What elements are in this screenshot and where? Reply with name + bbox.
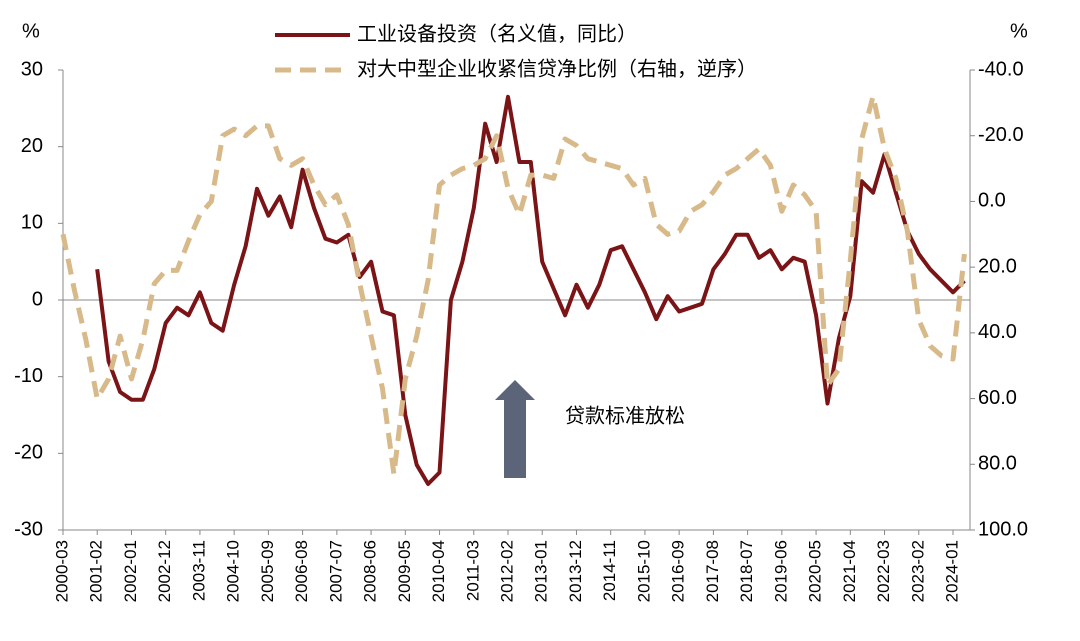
y2-tick-label: 60.0 [978, 387, 1017, 409]
x-tick-label: 2014-11 [600, 540, 619, 601]
legend-label: 工业设备投资（名义值，同比） [357, 22, 637, 45]
series-line [95, 94, 966, 486]
y2-tick-label: 0.0 [978, 190, 1006, 212]
annotation: 贷款标准放松 [565, 404, 685, 427]
y2-tick-label: 100.0 [978, 518, 1028, 540]
x-tick-label: 2005-09 [258, 540, 277, 602]
x-tick-label: 2002-01 [121, 540, 140, 602]
x-tick-label: 2001-02 [87, 540, 106, 602]
y-tick-label: 20 [21, 135, 43, 157]
y2-tick-label: 20.0 [978, 255, 1017, 277]
x-tick-label: 2022-03 [874, 540, 893, 602]
y-tick-label: -20 [14, 442, 43, 464]
y2-tick-label: 40.0 [978, 321, 1017, 343]
x-tick-label: 2016-09 [669, 540, 688, 602]
x-tick-label: 2013-01 [532, 540, 551, 602]
y2-unit: % [1010, 20, 1028, 42]
y2-tick-label: -20.0 [978, 124, 1024, 146]
x-tick-label: 2007-07 [326, 540, 345, 602]
x-tick-label: 2019-06 [771, 540, 790, 602]
x-tick-label: 2011-03 [463, 540, 482, 601]
x-tick-label: 2017-08 [703, 540, 722, 602]
x-tick-label: 2020-05 [806, 540, 825, 602]
x-tick-label: 2015-10 [634, 540, 653, 602]
series-line [60, 93, 967, 477]
x-tick-label: 2003-11 [189, 540, 208, 601]
x-tick-label: 2004-10 [224, 540, 243, 602]
y-tick-label: 10 [21, 212, 43, 234]
x-tick-label: 2009-05 [395, 540, 414, 602]
y-tick-label: 0 [32, 288, 43, 310]
x-tick-label: 2012-02 [497, 540, 516, 602]
y2-tick-label: 80.0 [978, 453, 1017, 475]
x-tick-label: 2021-04 [840, 540, 859, 602]
y-tick-label: -10 [14, 365, 43, 387]
x-tick-label: 2000-03 [52, 540, 71, 602]
x-tick-label: 2010-04 [429, 540, 448, 602]
x-tick-label: 2002-12 [155, 540, 174, 602]
legend-label: 对大中型企业收紧信贷净比例（右轴，逆序） [357, 57, 757, 80]
arrow [495, 380, 535, 478]
y-unit: % [22, 20, 40, 42]
x-tick-label: 2018-07 [737, 540, 756, 602]
y-tick-label: -30 [14, 518, 43, 540]
x-tick-label: 2008-06 [361, 540, 380, 602]
y-tick-label: 30 [21, 58, 43, 80]
y2-tick-label: -40.0 [978, 58, 1024, 80]
x-tick-label: 2006-08 [292, 540, 311, 602]
x-tick-label: 2023-02 [908, 540, 927, 602]
x-tick-label: 2024-01 [942, 540, 961, 602]
x-tick-label: 2013-12 [566, 540, 585, 602]
